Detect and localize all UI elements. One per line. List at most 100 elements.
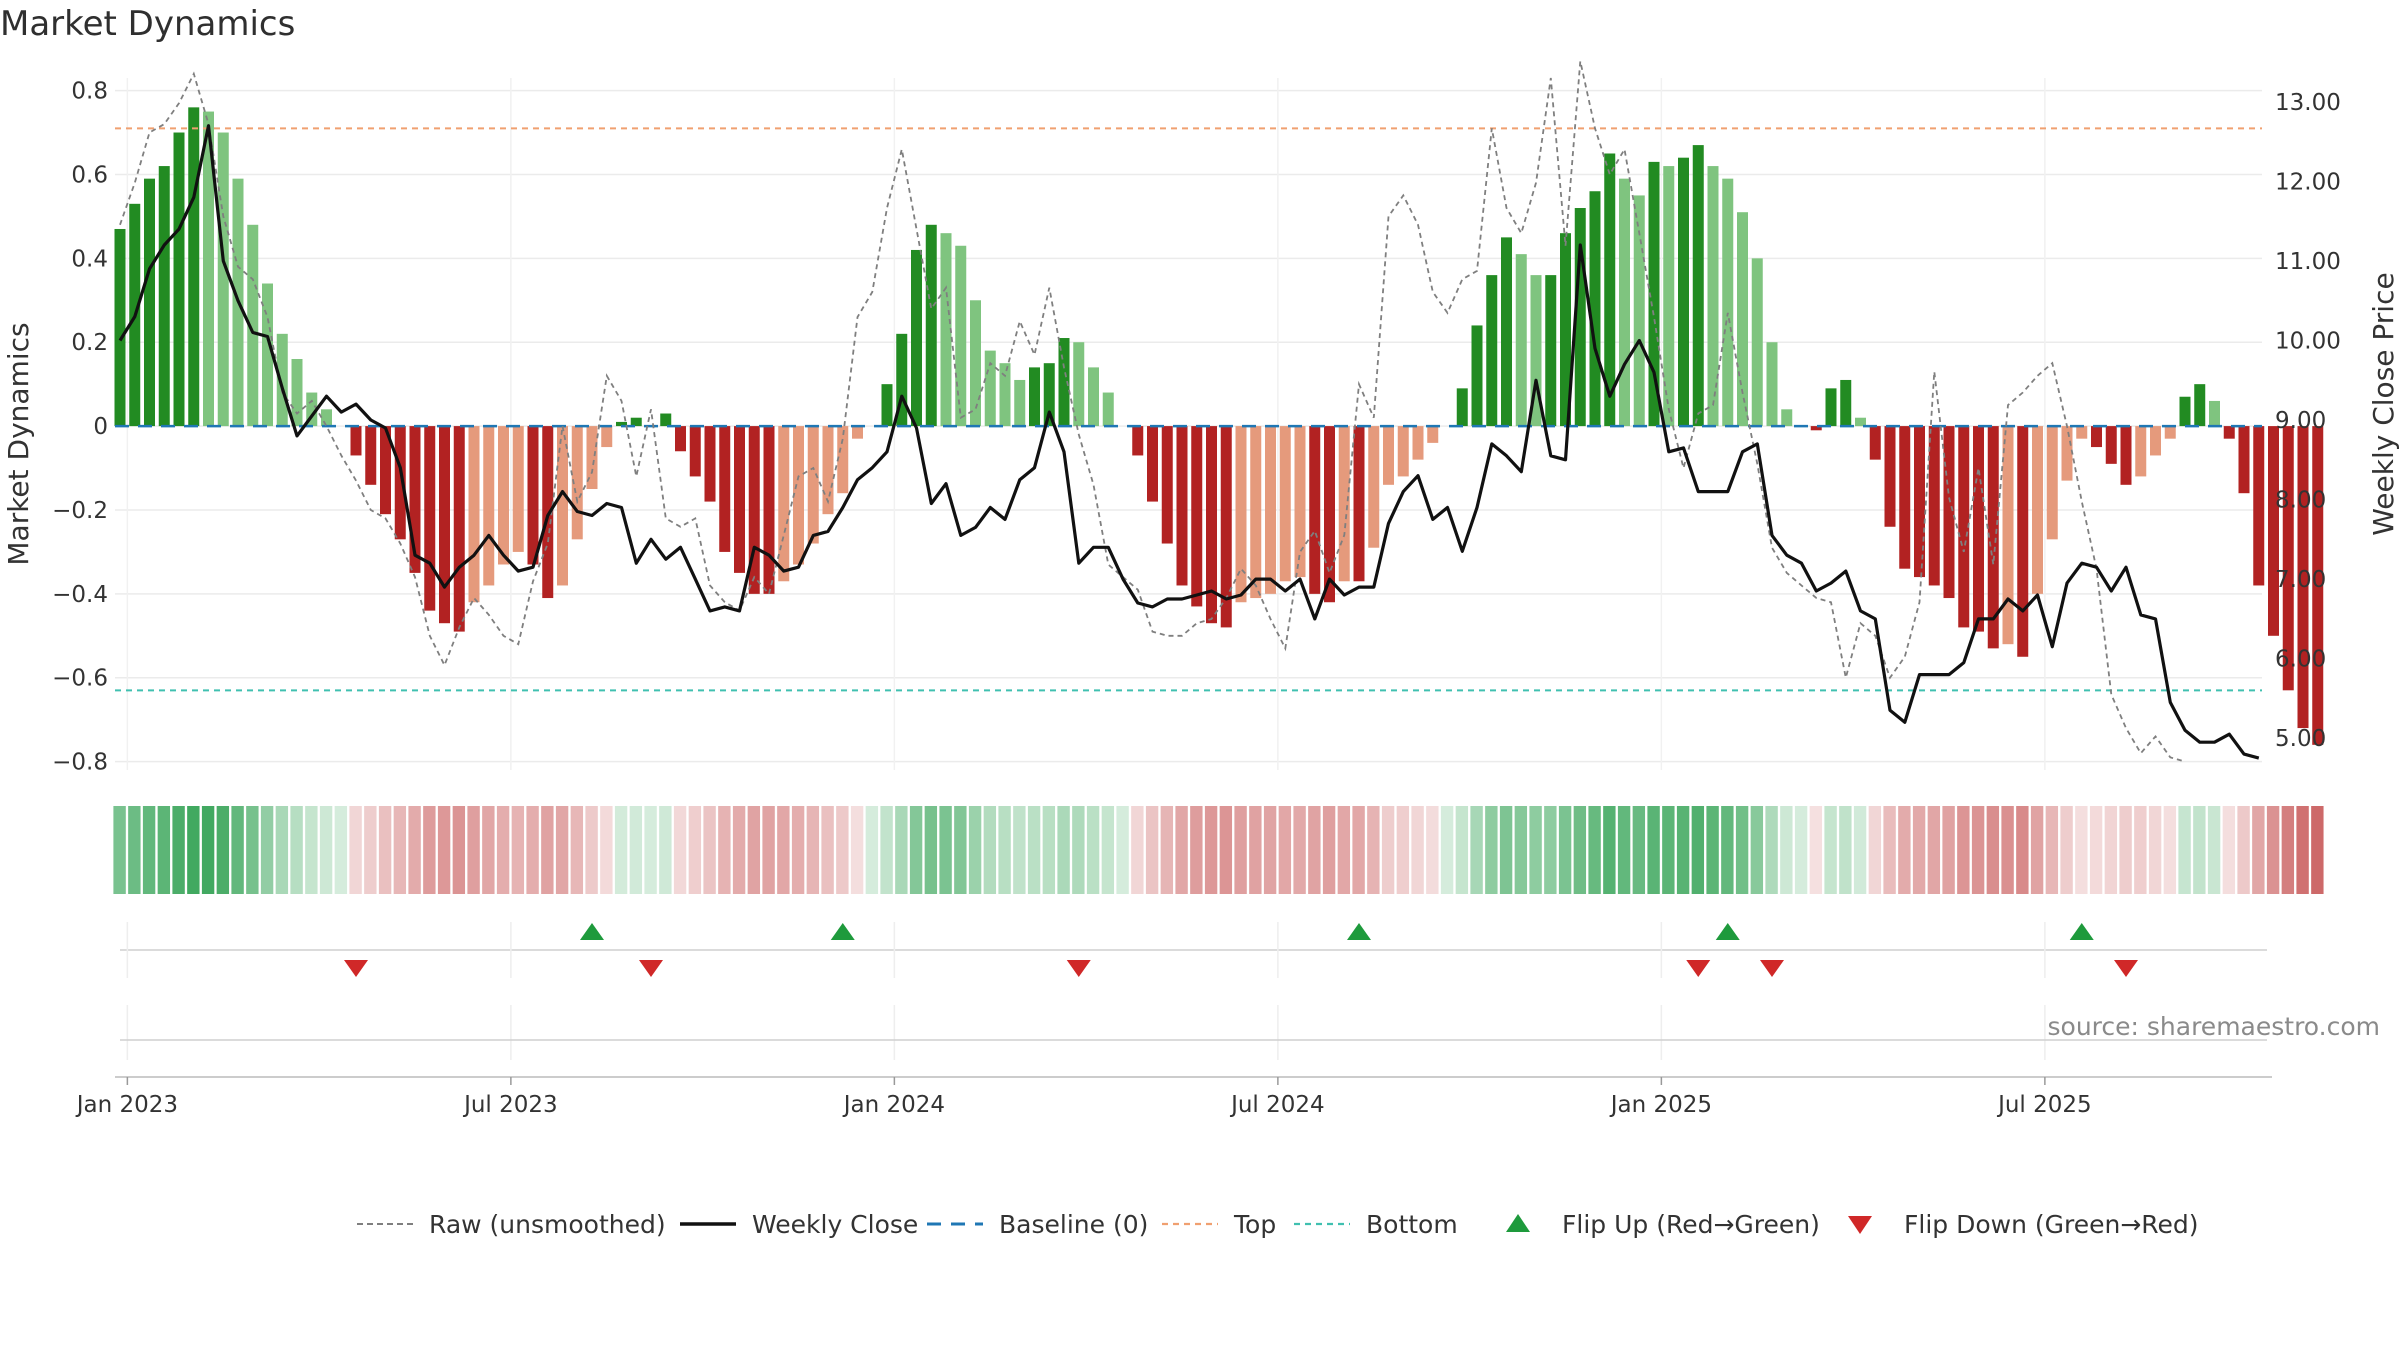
dynamics-bar bbox=[1560, 233, 1571, 427]
heat-cell bbox=[1470, 806, 1483, 894]
heat-cell bbox=[2148, 806, 2162, 894]
dynamics-bar bbox=[306, 392, 318, 427]
dynamics-bar bbox=[2194, 384, 2206, 427]
dynamics-bar bbox=[2091, 426, 2102, 448]
heat-cell bbox=[437, 806, 451, 894]
heat-cell bbox=[1883, 806, 1896, 894]
heat-cell bbox=[157, 806, 171, 894]
dynamics-bars bbox=[114, 107, 2324, 745]
heat-cell bbox=[688, 806, 702, 894]
y-right-tick-label: 10.00 bbox=[2275, 328, 2341, 354]
dynamics-bar bbox=[1294, 426, 1306, 578]
dynamics-bar bbox=[2046, 426, 2058, 540]
dynamics-bar bbox=[2076, 426, 2088, 439]
dynamics-bar bbox=[601, 426, 613, 448]
legend-label: Baseline (0) bbox=[999, 1210, 1148, 1239]
heat-cell bbox=[1971, 806, 1985, 894]
dynamics-bar bbox=[1501, 237, 1512, 427]
heat-cell bbox=[614, 806, 628, 894]
flip-down-marker bbox=[1686, 960, 1711, 977]
y-left-tick-label: −0.2 bbox=[52, 498, 108, 524]
heat-cell bbox=[2281, 806, 2295, 894]
dynamics-bar bbox=[719, 426, 731, 552]
dynamics-bar bbox=[1589, 191, 1601, 427]
dynamics-bar bbox=[394, 426, 406, 540]
heat-cell bbox=[378, 806, 392, 894]
y-right-tick-label: 9.00 bbox=[2275, 408, 2326, 434]
dynamics-bar bbox=[203, 111, 214, 427]
dynamics-bar bbox=[1353, 426, 1365, 582]
dynamics-bar bbox=[2312, 426, 2324, 745]
dynamics-bar bbox=[321, 409, 332, 427]
heat-cell bbox=[895, 806, 908, 894]
grid-layer bbox=[115, 78, 2262, 770]
heat-cell bbox=[1293, 806, 1306, 894]
heat-cell bbox=[821, 806, 834, 894]
dynamics-bar bbox=[1781, 409, 1793, 427]
dynamics-bar bbox=[468, 426, 480, 603]
dynamics-bar bbox=[247, 224, 259, 427]
dynamics-bar bbox=[1722, 178, 1734, 427]
heat-cell bbox=[260, 806, 274, 894]
heat-cell bbox=[1942, 806, 1955, 894]
heat-cell bbox=[880, 806, 893, 894]
heat-cell bbox=[1263, 806, 1277, 894]
heat-cell bbox=[968, 806, 982, 894]
heat-cell bbox=[1499, 806, 1513, 894]
dynamics-bar bbox=[1102, 392, 1114, 427]
y-right-tick-label: 5.00 bbox=[2275, 726, 2326, 752]
heat-cell bbox=[452, 806, 466, 894]
chart-title: Market Dynamics bbox=[0, 4, 296, 44]
dynamics-bar bbox=[1869, 426, 1881, 460]
heat-cell bbox=[2178, 806, 2191, 894]
dynamics-bar bbox=[1663, 166, 1675, 427]
dynamics-bar bbox=[1265, 426, 1276, 594]
y-right-tick-label: 6.00 bbox=[2275, 647, 2326, 673]
heat-cell bbox=[511, 806, 525, 894]
heat-cell bbox=[924, 806, 938, 894]
heat-cell bbox=[1957, 806, 1970, 894]
heat-cell bbox=[1013, 806, 1026, 894]
heat-cell bbox=[850, 806, 864, 894]
heat-cell bbox=[216, 806, 230, 894]
dynamics-bar bbox=[881, 384, 893, 427]
y-right-tick-label: 8.00 bbox=[2275, 488, 2326, 514]
heat-cell bbox=[2237, 806, 2250, 894]
heat-cell bbox=[541, 806, 554, 894]
legend-label: Bottom bbox=[1366, 1210, 1458, 1239]
x-tick-label: Jan 2025 bbox=[1609, 1092, 1712, 1118]
dynamics-bar bbox=[984, 350, 996, 427]
heat-cell bbox=[2134, 806, 2147, 894]
dynamics-bar bbox=[748, 426, 760, 594]
heat-cell bbox=[1691, 806, 1705, 894]
legend-swatch bbox=[1848, 1216, 1872, 1234]
legend-label: Top bbox=[1233, 1210, 1276, 1239]
dynamics-bar bbox=[2061, 426, 2073, 481]
legend-label: Flip Up (Red→Green) bbox=[1562, 1210, 1820, 1239]
dynamics-bar bbox=[1309, 426, 1321, 594]
heat-cell bbox=[1234, 806, 1247, 894]
heat-cell bbox=[1116, 806, 1129, 894]
legend-label: Flip Down (Green→Red) bbox=[1904, 1210, 2199, 1239]
y-right-tick-label: 12.00 bbox=[2275, 169, 2341, 195]
heat-cell bbox=[570, 806, 584, 894]
heat-cell bbox=[1839, 806, 1852, 894]
dynamics-bar bbox=[1574, 208, 1586, 427]
heat-cell bbox=[1278, 806, 1292, 894]
dynamics-bar bbox=[1250, 426, 1262, 599]
dynamics-bar bbox=[1515, 254, 1527, 427]
dynamics-bar bbox=[1899, 426, 1911, 569]
heat-cell bbox=[1721, 806, 1734, 894]
flip-up-marker bbox=[580, 923, 604, 940]
dynamics-bar bbox=[837, 426, 849, 494]
y-left-tick-label: −0.8 bbox=[52, 750, 108, 776]
flip-up-marker bbox=[1347, 923, 1371, 940]
dynamics-bar bbox=[1368, 426, 1380, 548]
dynamics-bar bbox=[999, 363, 1011, 427]
x-tick-label: Jan 2024 bbox=[842, 1092, 945, 1118]
dynamics-bar bbox=[350, 426, 362, 456]
heat-cell bbox=[998, 806, 1011, 894]
dynamics-bar bbox=[689, 426, 701, 477]
heat-cell bbox=[954, 806, 967, 894]
